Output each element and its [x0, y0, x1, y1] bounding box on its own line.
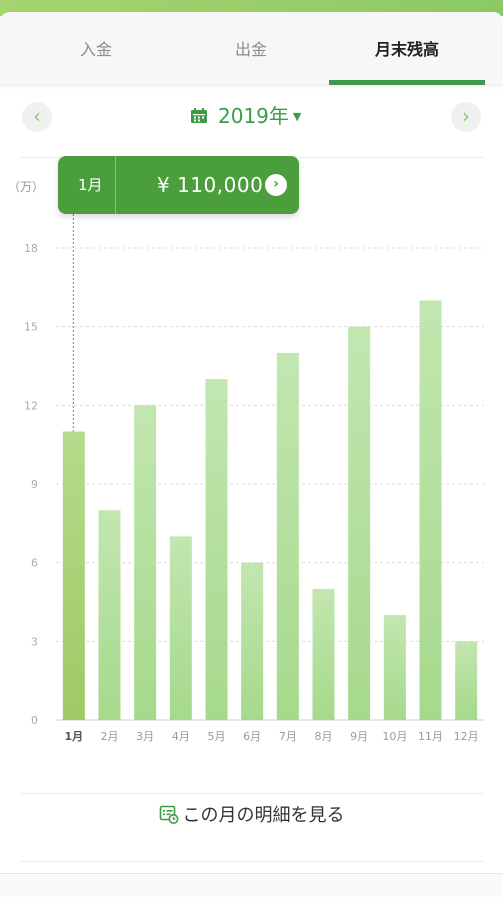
bar	[134, 405, 157, 720]
x-tick-label: 8月	[315, 730, 333, 743]
bar	[312, 588, 335, 720]
year-selector[interactable]: 2019年 ▼	[190, 100, 301, 132]
y-tick-label: 9	[31, 478, 38, 491]
tab-deposit[interactable]: 入金	[79, 40, 112, 59]
x-tick-label: 1月	[65, 730, 84, 743]
tooltip-month: 1月	[78, 176, 103, 194]
chevron-left-icon: ‹	[33, 104, 41, 128]
divider	[20, 793, 484, 794]
x-tick-label: 4月	[172, 730, 190, 743]
bar	[383, 615, 406, 720]
calendar-icon	[191, 107, 207, 123]
view-month-detail-link[interactable]: この月の明細を見る	[0, 804, 503, 828]
divider	[20, 861, 484, 862]
bar	[276, 352, 299, 720]
x-tick-label: 3月	[136, 730, 154, 743]
x-tick-label: 7月	[279, 730, 297, 743]
x-tick-label: 10月	[382, 730, 407, 743]
bar	[205, 379, 228, 720]
y-tick-label: 15	[24, 321, 38, 334]
bar	[455, 641, 478, 720]
tooltip-value: ¥ 110,000	[157, 173, 264, 197]
y-tick-label: 18	[24, 242, 38, 255]
bar	[169, 536, 192, 720]
chevron-right-icon[interactable]: ›	[265, 174, 287, 196]
chevron-right-icon: ›	[462, 104, 470, 128]
bottom-tab-bar	[0, 873, 503, 897]
active-tab-indicator	[329, 80, 485, 85]
y-tick-label: 6	[31, 557, 38, 570]
x-tick-label: 11月	[418, 730, 443, 743]
tab-month-end-balance[interactable]: 月末残高	[374, 40, 439, 59]
statement-icon	[159, 805, 178, 824]
caret-down-icon: ▼	[292, 110, 302, 123]
prev-year-button[interactable]: ‹	[22, 102, 52, 132]
x-tick-label: 12月	[454, 730, 479, 743]
x-tick-label: 6月	[243, 730, 261, 743]
next-year-button[interactable]: ›	[451, 102, 481, 132]
bar	[348, 326, 371, 720]
view-month-detail-label: この月の明細を見る	[182, 805, 345, 826]
bar	[419, 300, 442, 720]
y-tick-label: 12	[24, 399, 38, 412]
bar	[241, 562, 264, 720]
year-label: 2019年	[218, 104, 289, 128]
y-tick-label: 0	[31, 714, 38, 727]
x-tick-label: 5月	[208, 730, 226, 743]
y-tick-label: 3	[31, 635, 38, 648]
y-axis-unit: （万）	[8, 180, 45, 194]
tooltip-card[interactable]: 1月 ¥ 110,000 ›	[58, 156, 299, 214]
bar	[62, 431, 85, 720]
tab-bar: 入金 出金 月末残高	[0, 12, 503, 85]
x-tick-label: 2月	[101, 730, 119, 743]
tooltip-divider	[115, 156, 116, 214]
bar	[98, 510, 121, 720]
x-tick-label: 9月	[350, 730, 368, 743]
bar-chart: 0 3 6 9 12 15 18 1月 2月 3月 4月 5月 6月 7月 8月 9月 10月 11月 12月	[24, 214, 484, 743]
tab-withdrawal[interactable]: 出金	[234, 40, 267, 59]
